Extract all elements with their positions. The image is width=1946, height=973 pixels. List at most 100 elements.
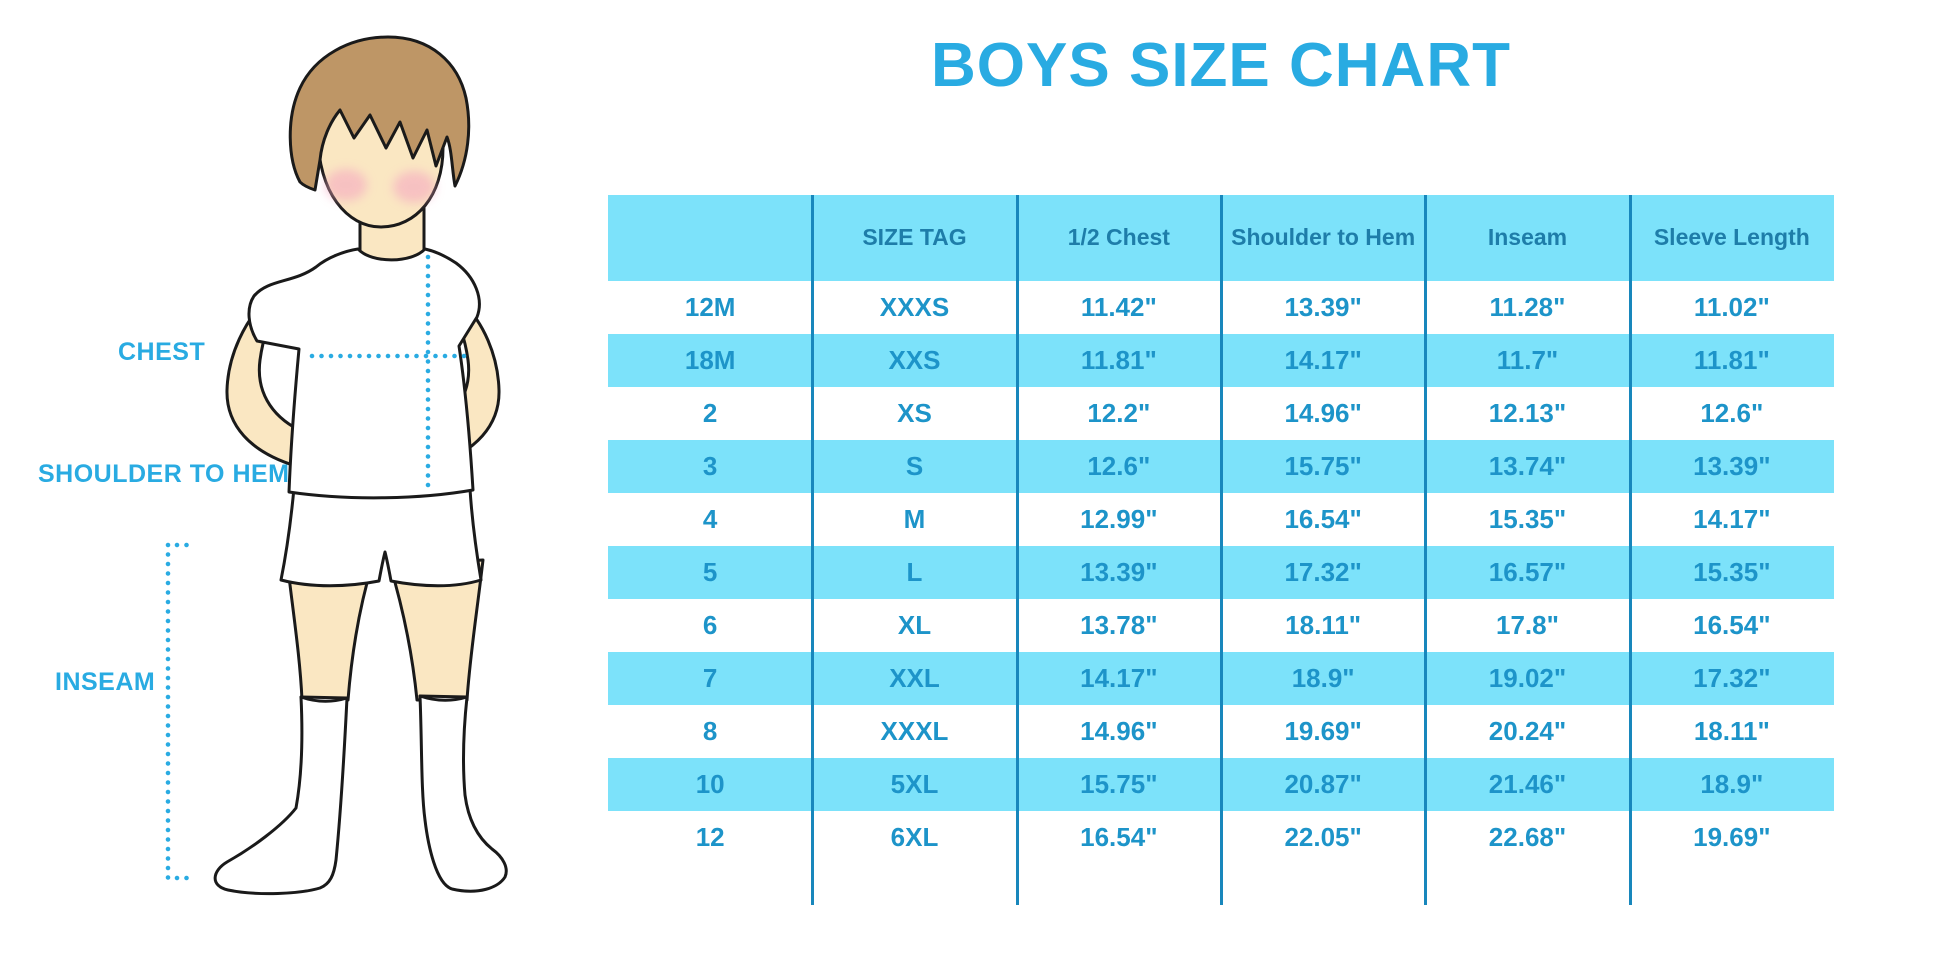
table-cell: 13.74"	[1488, 451, 1567, 481]
table-cell: 2	[702, 398, 718, 428]
table-cell: 20.24"	[1488, 716, 1567, 746]
table-cell: M	[903, 504, 926, 534]
table-cell: 14.17"	[1284, 345, 1362, 375]
table-cell: 8	[702, 716, 718, 746]
table-cell: 15.75"	[1080, 769, 1158, 799]
table-cell: 18M	[684, 345, 736, 375]
table-cell: 12	[695, 822, 725, 852]
column-divider	[1629, 195, 1632, 905]
table-cell: 12M	[684, 292, 736, 322]
table-cell: 11.81"	[1080, 345, 1157, 375]
table-cell: 13.39"	[1693, 451, 1771, 481]
table-cell: 5	[702, 557, 718, 587]
table-cell: 14.96"	[1080, 716, 1158, 746]
table-cell: 15.75"	[1284, 451, 1362, 481]
header-cell-inseam: Inseam	[1487, 224, 1568, 251]
table-cell: 12.6"	[1700, 398, 1764, 428]
table-cell: 22.68"	[1488, 822, 1567, 852]
table-cell: 16.54"	[1693, 610, 1771, 640]
table-cell: 14.17"	[1080, 663, 1158, 693]
table-cell: 22.05"	[1284, 822, 1362, 852]
column-divider	[1424, 195, 1427, 905]
boy-blush	[325, 169, 435, 203]
table-row: 4 M 12.99" 16.54" 15.35" 14.17"	[608, 493, 1834, 546]
boy-illustration	[165, 35, 508, 896]
table-cell: 17.32"	[1693, 663, 1771, 693]
header-cell-sleeve-length: Sleeve Length	[1653, 224, 1810, 251]
left-sock-top-line	[299, 695, 349, 703]
table-cell: 18.9"	[1291, 663, 1355, 693]
table-cell: XS	[897, 398, 932, 428]
header-cell-size	[608, 195, 812, 281]
table-cell: 11.42"	[1080, 292, 1157, 322]
table-cell: 4	[702, 504, 718, 534]
measurement-figure: CHEST SHOULDER TO HEM INSEAM	[0, 0, 560, 973]
table-cell: 11.7"	[1496, 345, 1559, 375]
table-cell: 13.78"	[1080, 610, 1158, 640]
table-cell: 19.02"	[1488, 663, 1567, 693]
table-row: 8 XXXL 14.96" 19.69" 20.24" 18.11"	[608, 705, 1834, 758]
boy-tshirt	[247, 247, 481, 500]
table-cell: S	[905, 451, 924, 481]
table-row: 6 XL 13.78" 18.11" 17.8" 16.54"	[608, 599, 1834, 652]
table-cell: 12.13"	[1488, 398, 1567, 428]
table-cell: 15.35"	[1693, 557, 1771, 587]
table-row: 2 XS 12.2" 14.96" 12.13" 12.6"	[608, 387, 1834, 440]
right-sock-top-line	[418, 694, 469, 702]
table-cell: 11.28"	[1489, 292, 1566, 322]
table-cell: 11.81"	[1693, 345, 1770, 375]
table-cell: 11.02"	[1693, 292, 1770, 322]
table-cell: 6XL	[890, 822, 939, 852]
table-cell: XXL	[889, 663, 940, 693]
table-cell: 10	[695, 769, 725, 799]
table-cell: 14.17"	[1693, 504, 1771, 534]
measurement-lines	[165, 254, 473, 881]
table-cell: L	[906, 557, 923, 587]
table-cell: XXXL	[880, 716, 949, 746]
table-cell: 12.6"	[1087, 451, 1151, 481]
header-cell-half-chest: 1/2 Chest	[1067, 224, 1170, 251]
size-table: SIZE TAG 1/2 Chest Shoulder to Hem Insea…	[608, 195, 1834, 905]
header-cell-shoulder-to-hem: Shoulder to Hem	[1231, 224, 1416, 251]
table-cell: XXXS	[879, 292, 950, 322]
table-cell: 13.39"	[1284, 292, 1362, 322]
chest-label: CHEST	[118, 338, 206, 366]
table-cell: 14.96"	[1284, 398, 1362, 428]
inseam-label: INSEAM	[55, 668, 156, 696]
table-cell: XL	[897, 610, 932, 640]
table-cell: 18.9"	[1700, 769, 1764, 799]
table-cell: 12.2"	[1087, 398, 1151, 428]
table-cell: 12.99"	[1080, 504, 1158, 534]
table-cell: 18.11"	[1285, 610, 1362, 640]
table-cell: XXS	[888, 345, 941, 375]
table-cell: 19.69"	[1284, 716, 1362, 746]
table-cell: 20.87"	[1284, 769, 1362, 799]
table-cell: 18.11"	[1693, 716, 1770, 746]
table-cell: 17.8"	[1496, 610, 1559, 640]
table-cell: 7	[702, 663, 718, 693]
table-cell: 16.57"	[1488, 557, 1567, 587]
boy-shorts	[279, 486, 483, 588]
shoulder-to-hem-label: SHOULDER TO HEM	[38, 460, 290, 488]
table-cell: 15.35"	[1488, 504, 1567, 534]
column-divider	[811, 195, 814, 905]
table-cell: 3	[702, 451, 718, 481]
boy-left-sock	[213, 695, 349, 896]
column-divider	[1016, 195, 1019, 905]
table-cell: 6	[702, 610, 718, 640]
header-cell-size-tag: SIZE TAG	[862, 224, 967, 251]
table-cell: 21.46"	[1488, 769, 1567, 799]
page-title: BOYS SIZE CHART	[931, 31, 1511, 100]
table-cell: 19.69"	[1693, 822, 1771, 852]
table-cell: 16.54"	[1080, 822, 1158, 852]
table-row: 12M XXXS 11.42" 13.39" 11.28" 11.02"	[608, 281, 1834, 334]
boy-right-sock	[418, 694, 508, 893]
boy-hair	[288, 35, 471, 192]
table-cell: 16.54"	[1284, 504, 1362, 534]
table-row: 12 6XL 16.54" 22.05" 22.68" 19.69"	[608, 811, 1834, 864]
table-cell: 13.39"	[1080, 557, 1158, 587]
table-cell: 5XL	[890, 769, 939, 799]
column-divider	[1220, 195, 1223, 905]
table-cell: 17.32"	[1284, 557, 1362, 587]
